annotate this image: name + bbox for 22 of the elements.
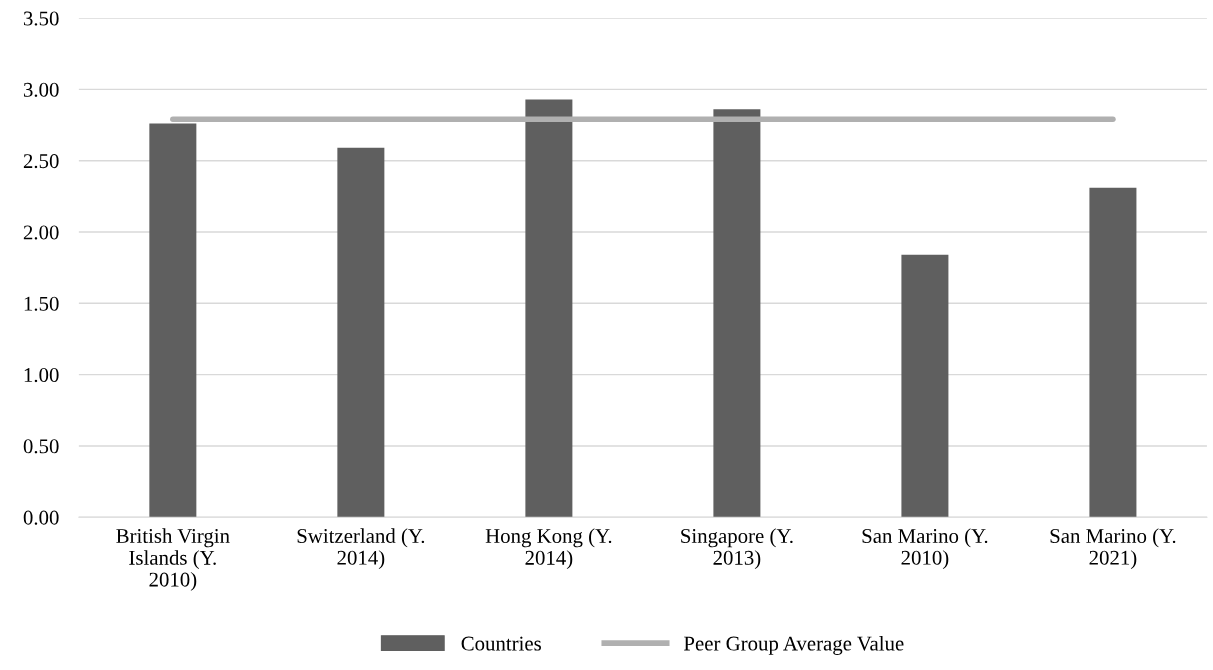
bar	[525, 99, 573, 518]
x-tick-label: Hong Kong (Y. 2014)	[485, 528, 612, 570]
y-tick-label: 2.00	[23, 225, 59, 240]
bar	[337, 147, 385, 518]
y-tick-label: 3.00	[23, 82, 59, 97]
y-tick-label: 0.00	[23, 510, 59, 525]
legend-label: Peer Group Average Value	[684, 635, 904, 655]
y-tick-label: 1.50	[24, 296, 59, 311]
y-tick-label: 1.00	[24, 368, 59, 383]
x-tick-label: San Marino (Y. 2010)	[862, 528, 988, 570]
bar	[149, 123, 197, 518]
y-tick-label: 0.50	[23, 439, 59, 454]
y-tick-label: 3.50	[23, 11, 59, 26]
legend-label: Countries	[461, 636, 541, 651]
x-tick-label: Switzerland (Y. 2014)	[297, 528, 425, 570]
x-tick-label: Singapore (Y. 2013)	[681, 528, 793, 570]
bar	[901, 254, 949, 518]
x-tick-label: British Virgin Islands (Y. 2010)	[116, 528, 230, 591]
bar	[1089, 187, 1137, 518]
y-tick-label: 2.50	[23, 154, 59, 169]
x-tick-label: San Marino (Y. 2021)	[1050, 528, 1176, 570]
bar	[713, 109, 761, 518]
